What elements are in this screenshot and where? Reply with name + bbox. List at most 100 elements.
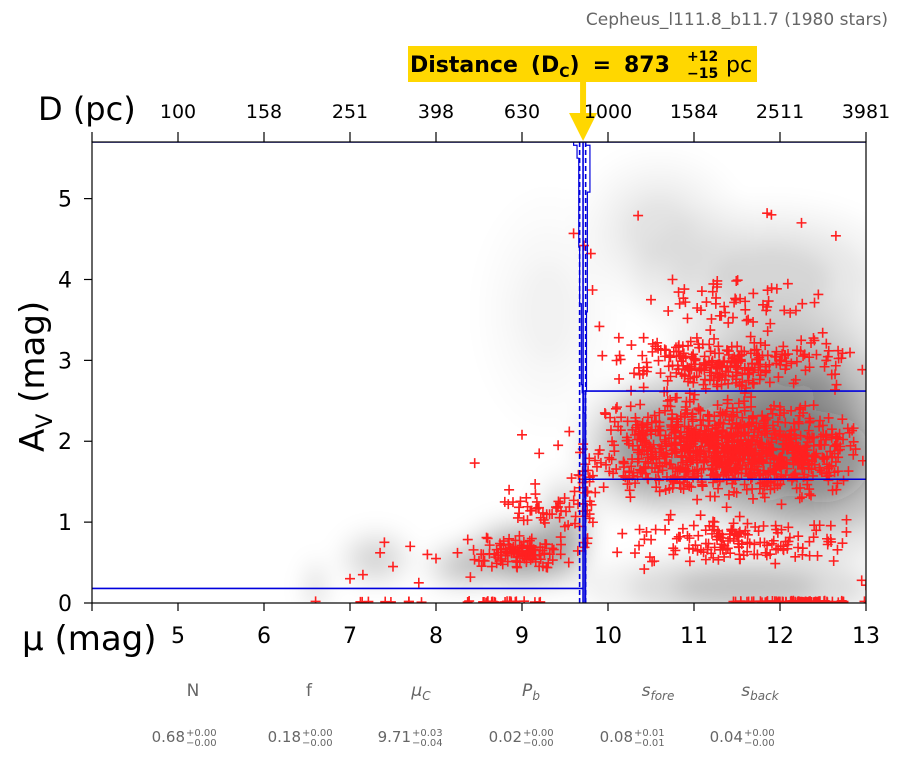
star-marker xyxy=(731,276,742,287)
parameter-error-minus: −0.00 xyxy=(302,738,333,749)
star-marker xyxy=(845,440,856,451)
parameter-value: 0.04 xyxy=(710,728,743,746)
star-marker xyxy=(730,377,741,388)
star-marker xyxy=(782,278,793,289)
star-marker xyxy=(755,359,766,370)
star-marker xyxy=(782,539,793,550)
parameter-subscript: fore xyxy=(650,689,674,703)
chart-title: Cepheus_l111.8_b11.7 (1980 stars) xyxy=(586,10,888,30)
star-marker xyxy=(611,464,622,475)
star-marker xyxy=(665,509,676,520)
star-marker xyxy=(629,429,640,440)
star-marker xyxy=(605,425,616,436)
y-tick-label: 5 xyxy=(58,188,72,213)
star-marker xyxy=(524,535,535,546)
star-marker xyxy=(827,485,838,496)
top-tick-label: 2511 xyxy=(756,101,804,123)
x-tick-label: 10 xyxy=(594,624,622,649)
star-marker xyxy=(482,596,493,603)
star-marker xyxy=(829,384,840,395)
top-axis: 100 158 251 398 630 1000 1584 2511 3981 xyxy=(91,101,890,142)
star-marker xyxy=(814,421,825,432)
star-marker xyxy=(834,444,845,455)
star-marker xyxy=(748,493,759,504)
star-marker xyxy=(709,450,720,461)
star-marker xyxy=(806,337,817,348)
star-marker xyxy=(639,534,650,545)
star-marker xyxy=(541,539,552,550)
star-marker xyxy=(535,554,546,565)
star-marker xyxy=(710,298,721,309)
star-marker xyxy=(667,274,678,285)
star-marker xyxy=(699,351,710,362)
star-marker xyxy=(590,455,601,466)
star-marker xyxy=(521,554,532,565)
star-marker xyxy=(388,561,398,572)
star-marker xyxy=(661,458,672,469)
star-marker xyxy=(836,595,847,603)
star-marker xyxy=(717,408,728,419)
star-marker xyxy=(762,208,773,219)
star-marker xyxy=(462,534,473,545)
star-marker xyxy=(749,539,760,550)
star-marker xyxy=(743,440,754,451)
star-marker xyxy=(742,537,753,548)
star-marker xyxy=(748,316,759,327)
star-marker xyxy=(728,596,739,603)
star-marker xyxy=(762,446,773,457)
y-axis-label: AV (mag) xyxy=(13,301,58,452)
star-marker xyxy=(859,596,866,603)
star-marker xyxy=(587,517,598,528)
star-marker xyxy=(805,490,816,501)
star-marker xyxy=(822,351,833,362)
y-tick-label: 4 xyxy=(58,268,72,293)
star-marker xyxy=(671,533,682,544)
star-marker xyxy=(708,516,719,527)
star-marker xyxy=(696,286,707,297)
star-marker xyxy=(479,555,490,566)
y-tick-label: 1 xyxy=(58,511,72,536)
star-marker xyxy=(786,434,797,445)
star-marker xyxy=(713,554,724,565)
star-marker xyxy=(476,561,487,572)
star-marker xyxy=(517,429,527,440)
star-marker xyxy=(727,419,738,430)
star-marker xyxy=(561,506,572,517)
star-marker xyxy=(792,596,803,603)
density-blob xyxy=(673,569,818,603)
star-marker xyxy=(728,518,739,529)
star-marker xyxy=(727,371,738,382)
star-marker xyxy=(653,355,664,366)
star-marker xyxy=(809,459,820,470)
star-marker xyxy=(624,466,635,477)
star-marker xyxy=(856,575,866,586)
star-marker xyxy=(648,439,659,450)
star-marker xyxy=(759,492,770,503)
star-marker xyxy=(632,434,643,445)
star-marker xyxy=(530,478,541,489)
top-tick-label: 251 xyxy=(332,101,368,123)
star-marker xyxy=(639,564,650,575)
x-tick-label: 13 xyxy=(852,624,880,649)
star-marker xyxy=(774,596,785,603)
star-marker xyxy=(704,411,715,422)
parameter-error-plus: +0.03 xyxy=(412,728,443,739)
star-marker xyxy=(700,359,711,370)
star-marker xyxy=(553,440,564,451)
star-marker xyxy=(722,345,733,356)
star-marker xyxy=(717,544,728,555)
star-marker xyxy=(422,549,433,560)
star-marker xyxy=(726,411,737,422)
star-marker xyxy=(744,538,755,549)
star-marker xyxy=(821,459,832,470)
star-marker xyxy=(703,538,714,549)
distance-value: 873 xyxy=(624,53,670,78)
star-marker xyxy=(805,416,816,427)
star-marker xyxy=(746,401,757,412)
star-marker xyxy=(568,228,579,239)
star-marker xyxy=(522,515,533,526)
distance-arrow xyxy=(569,82,598,141)
star-marker xyxy=(692,447,703,458)
star-marker xyxy=(523,546,534,557)
star-marker xyxy=(857,455,866,466)
